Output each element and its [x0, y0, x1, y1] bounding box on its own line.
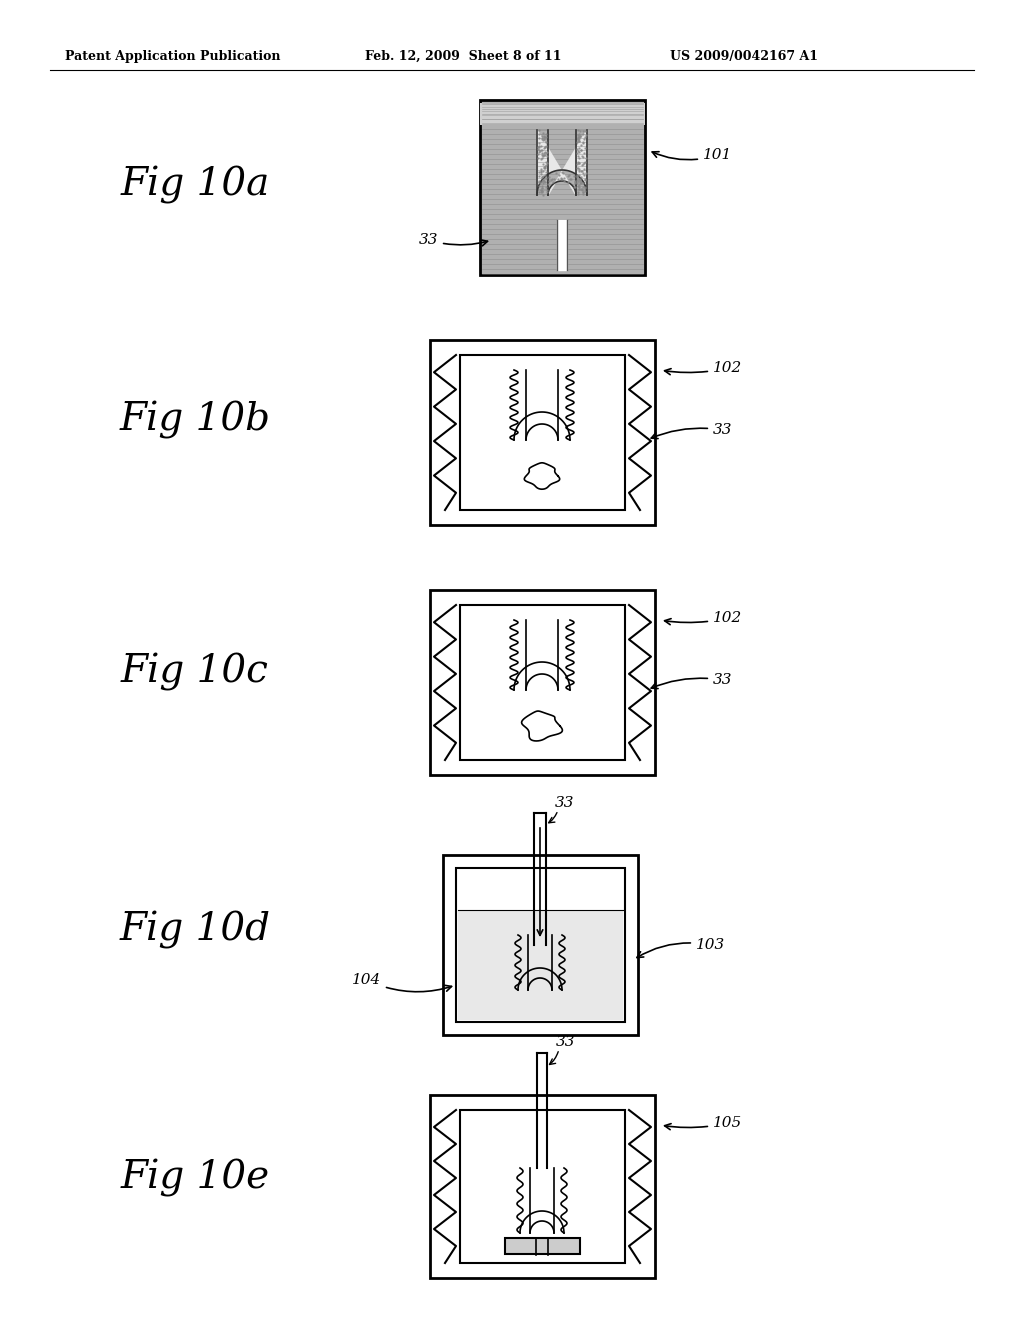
Text: Feb. 12, 2009  Sheet 8 of 11: Feb. 12, 2009 Sheet 8 of 11	[365, 50, 561, 63]
Polygon shape	[557, 220, 567, 271]
Bar	[443, 855, 638, 1035]
Text: 102: 102	[665, 611, 742, 624]
Text: 105: 105	[665, 1115, 742, 1130]
Bar	[460, 355, 625, 510]
Text: Fig 10d: Fig 10d	[120, 911, 270, 949]
Text: Fig 10c: Fig 10c	[121, 653, 269, 690]
Text: Fig 10e: Fig 10e	[121, 1159, 269, 1197]
Text: US 2009/0042167 A1: US 2009/0042167 A1	[670, 50, 818, 63]
Text: Fig 10a: Fig 10a	[121, 166, 269, 205]
Text: 103: 103	[637, 939, 725, 957]
Bar	[430, 590, 655, 775]
Polygon shape	[537, 129, 587, 195]
Text: 102: 102	[665, 360, 742, 375]
Bar	[456, 869, 625, 1022]
Bar	[430, 1096, 655, 1278]
Text: Fig 10b: Fig 10b	[120, 401, 270, 440]
Text: 104: 104	[352, 973, 452, 991]
Bar	[505, 1238, 580, 1254]
Text: Patent Application Publication: Patent Application Publication	[65, 50, 281, 63]
Text: 33: 33	[556, 1035, 575, 1049]
Text: 33: 33	[651, 673, 732, 689]
Bar	[430, 341, 655, 525]
Text: 33: 33	[555, 796, 574, 810]
Bar	[460, 605, 625, 760]
Text: 33: 33	[651, 422, 732, 438]
Text: 101: 101	[652, 148, 732, 162]
Bar	[480, 103, 645, 125]
Bar	[458, 909, 623, 1020]
Text: 33: 33	[419, 234, 487, 247]
Bar	[460, 1110, 625, 1263]
Bar	[480, 100, 645, 275]
